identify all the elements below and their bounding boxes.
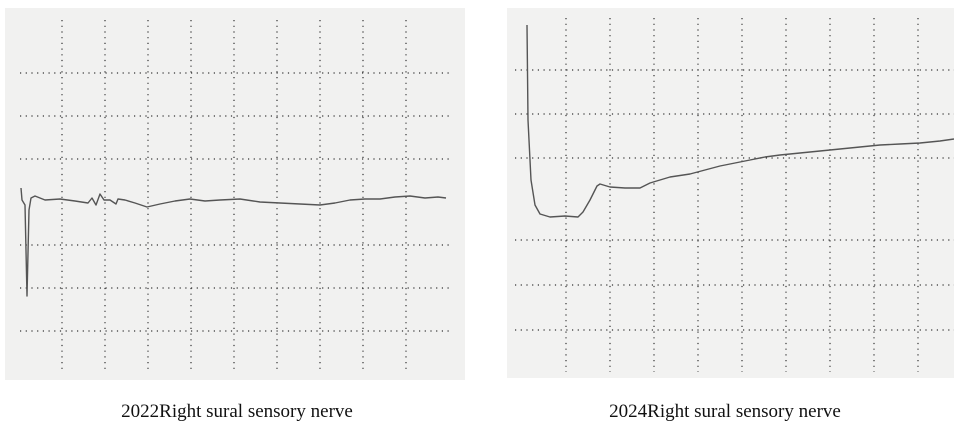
page: 2022Right sural sensory nerve 2024Right … [0, 0, 954, 424]
left-panel [5, 8, 465, 380]
caption: 2024Right sural sensory nerve [609, 401, 841, 422]
figure: 2022Right sural sensory nerve 2024Right … [0, 0, 954, 424]
caption: 2022Right sural sensory nerve [121, 401, 353, 422]
right-panel [507, 8, 954, 378]
